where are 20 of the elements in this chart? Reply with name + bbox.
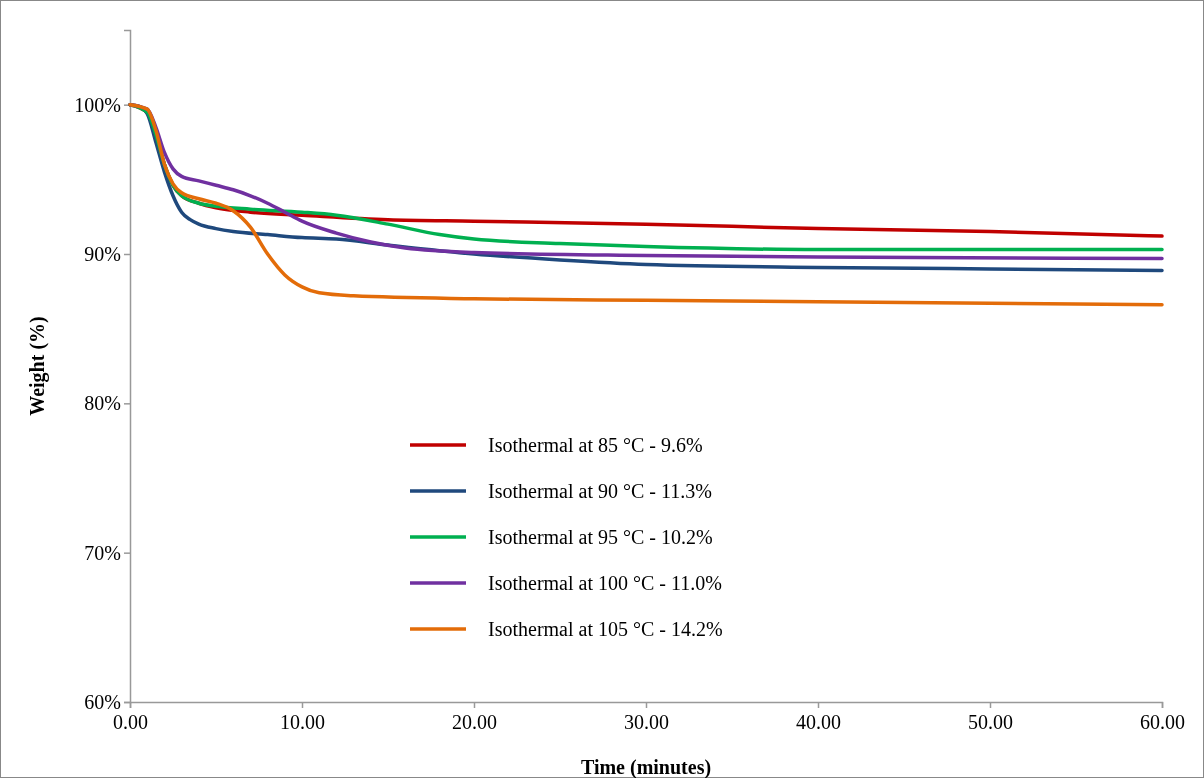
y-tick-label: 100% <box>74 93 121 116</box>
x-tick-label: 60.00 <box>1140 711 1185 733</box>
x-axis-title: Time (minutes) <box>580 756 712 778</box>
legend-label: Isothermal at 95 °C - 10.2% <box>488 526 713 548</box>
x-tick-label: 30.00 <box>624 711 669 733</box>
legend-label: Isothermal at 90 °C - 11.3% <box>488 480 712 502</box>
y-tick-label: 90% <box>84 242 121 265</box>
x-tick-label: 50.00 <box>968 711 1013 733</box>
legend-label: Isothermal at 100 °C - 11.0% <box>488 572 722 594</box>
x-tick-label: 0.00 <box>113 711 148 733</box>
legend-label: Isothermal at 105 °C - 14.2% <box>488 618 723 640</box>
x-tick-label: 40.00 <box>796 711 841 733</box>
y-tick-label: 70% <box>84 541 121 564</box>
y-tick-label: 80% <box>84 392 121 415</box>
y-axis-title: Weight (%) <box>26 316 49 416</box>
y-tick-label: 60% <box>84 690 121 713</box>
line-series <box>128 102 1164 307</box>
legend-label: Isothermal at 85 °C - 9.6% <box>488 434 703 456</box>
x-tick-label: 10.00 <box>280 711 325 733</box>
x-tick-label: 20.00 <box>452 711 497 733</box>
